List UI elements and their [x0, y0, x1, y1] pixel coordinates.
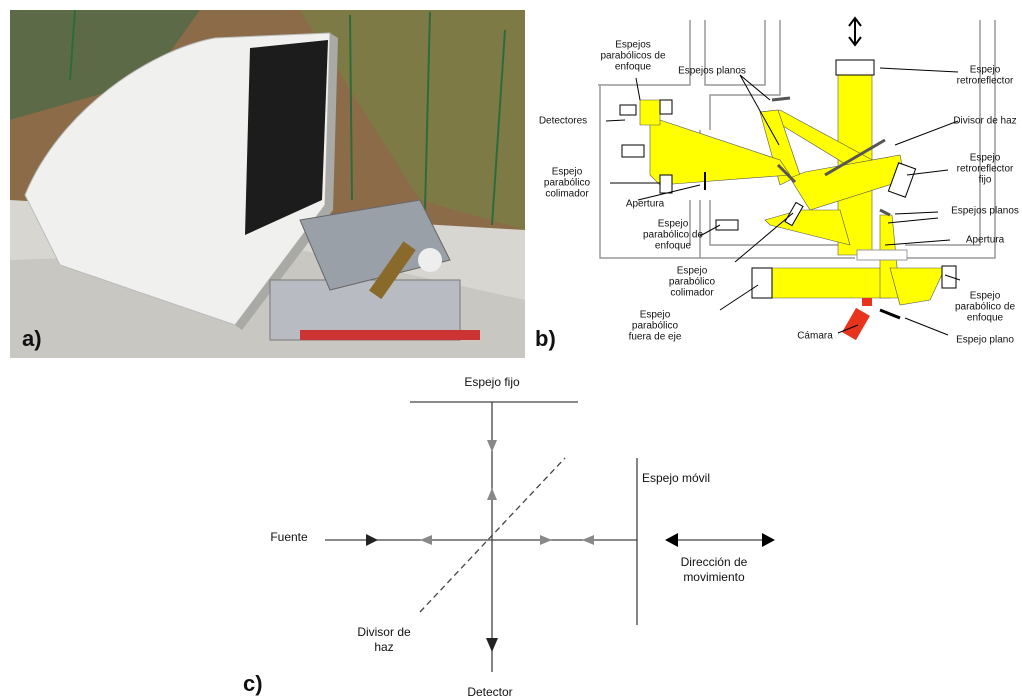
- label: Espejo: [970, 65, 1001, 76]
- shape: [880, 210, 890, 215]
- label: fijo: [979, 175, 992, 186]
- shape: [487, 488, 497, 500]
- shape: [880, 310, 900, 318]
- label: Detector: [467, 685, 512, 699]
- label: Divisor de haz: [953, 116, 1016, 127]
- label: parabólico: [632, 321, 679, 332]
- label: Divisor de: [357, 625, 411, 639]
- label: Espejo: [677, 266, 708, 277]
- shape: [836, 60, 874, 75]
- shape: [862, 298, 872, 306]
- shape: [857, 250, 907, 260]
- label: Espejo: [640, 310, 671, 321]
- label: Espejo: [970, 153, 1001, 164]
- shape: [582, 535, 594, 545]
- label: colimador: [545, 189, 589, 200]
- shape: [418, 248, 442, 272]
- shape: [420, 535, 432, 545]
- label: Espejos: [615, 40, 651, 51]
- label: Cámara: [797, 331, 833, 342]
- label: Apertura: [966, 235, 1005, 246]
- label: fuera de eje: [629, 332, 682, 343]
- shape: [487, 440, 497, 452]
- shape: [540, 535, 552, 545]
- label: enfoque: [655, 241, 692, 252]
- label: parabólico: [544, 178, 591, 189]
- shape: [660, 175, 672, 193]
- label: Espejo plano: [956, 335, 1014, 346]
- shape: [765, 210, 850, 245]
- label: Espejo móvil: [642, 471, 710, 485]
- label: movimiento: [683, 570, 745, 584]
- shape: [665, 533, 678, 547]
- label: Espejo fijo: [464, 375, 520, 389]
- photo: [10, 10, 525, 358]
- shape: [300, 330, 480, 340]
- panel-label: a): [22, 326, 42, 351]
- shape: [366, 534, 378, 546]
- shape: [842, 308, 870, 340]
- label: enfoque: [615, 62, 652, 73]
- label: Espejo: [552, 167, 583, 178]
- label: Apertura: [626, 199, 665, 210]
- shape: [849, 18, 861, 45]
- optical-layout: [598, 18, 995, 340]
- panel-label: c): [243, 671, 263, 696]
- label: Espejos planos: [678, 66, 746, 77]
- label: parabólicos de: [600, 51, 665, 62]
- shape: [660, 100, 672, 114]
- label: Espejos planos: [951, 206, 1019, 217]
- label: parabólico de: [643, 230, 703, 241]
- label: Espejo: [658, 219, 689, 230]
- shape: [772, 98, 790, 100]
- label: parabólico: [669, 277, 716, 288]
- label: Dirección de: [681, 555, 748, 569]
- label: Espejo: [970, 291, 1001, 302]
- panel-label: b): [535, 326, 556, 351]
- shape: [640, 100, 660, 125]
- shape: [942, 266, 956, 288]
- label: haz: [374, 640, 393, 654]
- shape: [890, 268, 945, 305]
- shape: [752, 268, 772, 298]
- figure: a) b): [0, 0, 1022, 700]
- label: parabólico de: [955, 302, 1015, 313]
- label: colimador: [670, 288, 714, 299]
- shape: [760, 268, 890, 298]
- shape: [620, 105, 636, 115]
- label: Detectores: [539, 116, 587, 127]
- label: Fuente: [270, 530, 308, 544]
- label: retroreflector: [957, 76, 1014, 87]
- shape: [486, 638, 498, 652]
- label: retroreflector: [957, 164, 1014, 175]
- shape: [762, 533, 775, 547]
- label: enfoque: [967, 313, 1004, 324]
- shape: [622, 145, 644, 157]
